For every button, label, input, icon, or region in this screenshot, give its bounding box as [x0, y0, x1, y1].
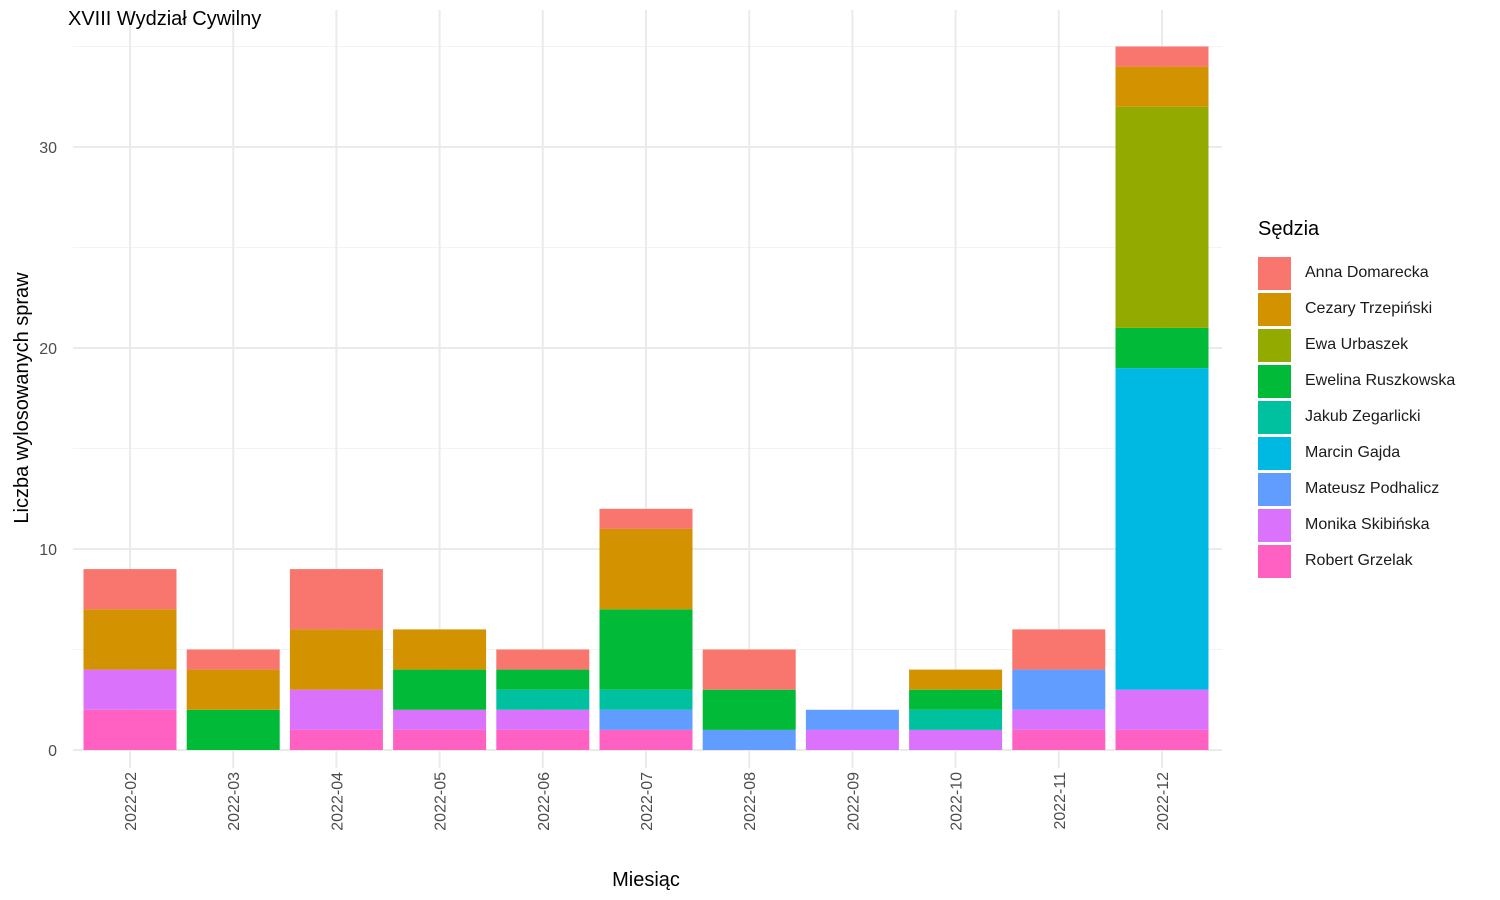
bar-segment — [599, 508, 693, 529]
legend-item: Monika Skibińska — [1258, 507, 1455, 543]
bar-segment — [393, 729, 487, 750]
legend-swatch — [1258, 364, 1291, 398]
legend-item: Ewa Urbaszek — [1258, 327, 1455, 363]
legend-swatch — [1258, 472, 1291, 506]
x-axis: 2022-02 2022-03 2022-04 2022-05 2022-06 2022-… — [123, 772, 1172, 831]
bar-segment — [1115, 689, 1209, 730]
bar-segment — [186, 649, 280, 670]
legend-swatch — [1258, 544, 1291, 578]
bar-segment — [805, 709, 899, 730]
x-tick-label: 2022-11 — [1052, 772, 1069, 830]
y-tick-label: 0 — [48, 743, 57, 760]
legend: Sędzia Anna Domarecka Cezary Trzepiński Ew… — [1258, 218, 1455, 579]
bar-segment — [1012, 729, 1106, 750]
bar-segment — [393, 629, 487, 670]
bar-segment — [1115, 368, 1209, 690]
bar-segment — [83, 669, 177, 710]
bar-segment — [1012, 669, 1106, 710]
bar-segment — [496, 709, 590, 730]
x-axis-title: Miesiąc — [612, 869, 680, 891]
y-tick-label: 10 — [39, 542, 57, 559]
bar-segment — [83, 609, 177, 670]
bar-segment — [909, 729, 1003, 750]
legend-label: Mateusz Podhalicz — [1305, 480, 1440, 497]
bar-segment — [496, 669, 590, 690]
bar-segment — [1115, 46, 1209, 67]
x-tick-label: 2022-06 — [536, 772, 553, 831]
legend-item: Marcin Gajda — [1258, 435, 1455, 471]
bar-segment — [702, 689, 796, 730]
legend-label: Marcin Gajda — [1305, 444, 1401, 461]
legend-swatch — [1258, 292, 1291, 326]
bar-segment — [1115, 327, 1209, 369]
legend-label: Ewa Urbaszek — [1305, 336, 1409, 353]
bar-segment — [702, 729, 796, 750]
x-tick-label: 2022-08 — [742, 772, 759, 831]
bar-segment — [289, 629, 383, 690]
y-tick-label: 20 — [39, 341, 57, 358]
legend-item: Anna Domarecka — [1258, 255, 1455, 291]
bar-segment — [1115, 106, 1209, 328]
x-tick-label: 2022-05 — [433, 772, 450, 831]
bar-segment — [289, 689, 383, 730]
y-axis-title: Liczba wylosowanych spraw — [11, 272, 33, 524]
bar-segment — [909, 689, 1003, 710]
bar-segment — [289, 729, 383, 750]
legend-item: Robert Grzelak — [1258, 543, 1455, 579]
bar-segment — [702, 649, 796, 690]
x-tick-label: 2022-10 — [949, 772, 966, 831]
bar-segment — [186, 709, 280, 750]
bar-segment — [393, 709, 487, 730]
legend-label: Monika Skibińska — [1305, 516, 1430, 533]
y-tick-label: 30 — [39, 140, 57, 157]
bar-segment — [289, 569, 383, 630]
legend-label: Robert Grzelak — [1305, 552, 1413, 569]
bar-segment — [599, 729, 693, 750]
legend-title: Sędzia — [1258, 218, 1320, 240]
bar-segment — [393, 669, 487, 710]
legend-swatch — [1258, 328, 1291, 362]
bars — [83, 46, 1209, 750]
bar-segment — [1012, 709, 1106, 730]
x-tick-label: 2022-07 — [639, 772, 656, 831]
legend-swatch — [1258, 436, 1291, 470]
x-tick-label: 2022-02 — [123, 772, 140, 831]
legend-swatch — [1258, 400, 1291, 434]
y-axis: 0 10 20 30 — [39, 140, 57, 760]
bar-segment — [83, 709, 177, 750]
legend-item: Mateusz Podhalicz — [1258, 471, 1455, 507]
legend-label: Anna Domarecka — [1305, 264, 1429, 281]
legend-item: Cezary Trzepiński — [1258, 291, 1455, 327]
bar-segment — [599, 609, 693, 690]
bar-segment — [496, 729, 590, 750]
legend-items: Anna Domarecka Cezary Trzepiński Ewa Urbas… — [1258, 255, 1455, 579]
legend-swatch — [1258, 508, 1291, 542]
bar-segment — [909, 709, 1003, 730]
bar-segment — [83, 569, 177, 610]
bar-segment — [1115, 66, 1209, 107]
bar-segment — [599, 528, 693, 610]
bar-segment — [599, 689, 693, 710]
x-tick-label: 2022-03 — [226, 772, 243, 831]
chart-title: XVIII Wydział Cywilny — [68, 8, 262, 30]
legend-label: Cezary Trzepiński — [1305, 300, 1433, 317]
bar-segment — [186, 669, 280, 710]
bar-segment — [496, 649, 590, 670]
legend-label: Ewelina Ruszkowska — [1305, 372, 1456, 389]
x-tick-label: 2022-12 — [1155, 772, 1172, 831]
legend-label: Jakub Zegarlicki — [1305, 408, 1421, 425]
x-tick-label: 2022-09 — [845, 772, 862, 831]
legend-swatch — [1258, 256, 1291, 290]
bar-segment — [1012, 629, 1106, 670]
bar-segment — [805, 729, 899, 750]
legend-item: Ewelina Ruszkowska — [1258, 363, 1455, 399]
bar-segment — [496, 689, 590, 710]
bar-segment — [909, 669, 1003, 690]
bar-segment — [1115, 729, 1209, 750]
x-tick-label: 2022-04 — [329, 772, 346, 831]
legend-item: Jakub Zegarlicki — [1258, 399, 1455, 435]
bar-segment — [599, 709, 693, 730]
